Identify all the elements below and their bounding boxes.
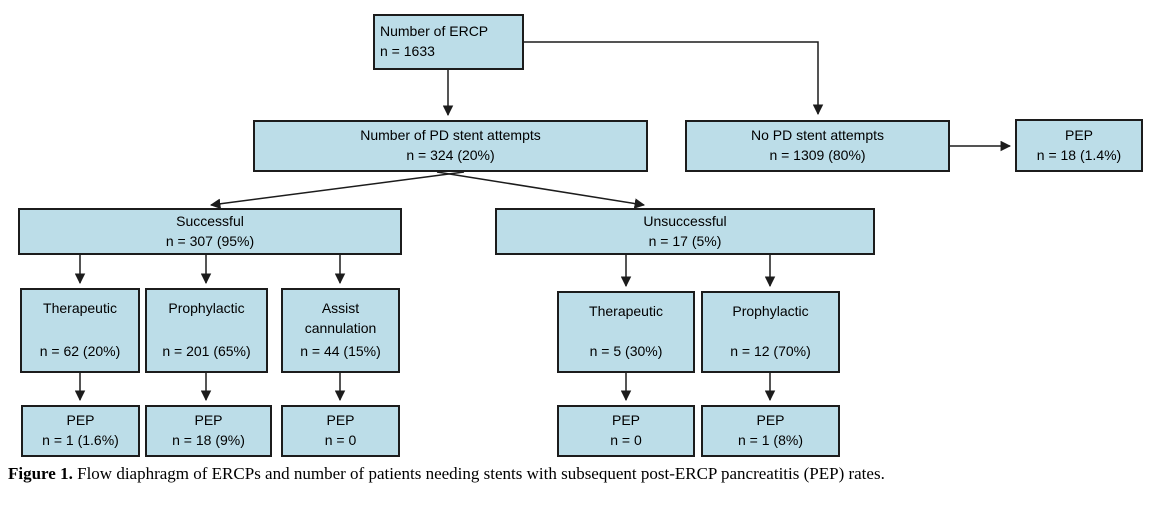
figure-caption-text: Flow diaphragm of ERCPs and number of pa…	[72, 464, 885, 483]
figure-caption-label: Figure 1.	[8, 464, 73, 483]
node-unsuccessful-therapeutic: Therapeutic n = 5 (30%)	[557, 291, 695, 373]
node-pep-unsuccessful-therapeutic: PEP n = 0	[557, 405, 695, 457]
node-value: n = 12 (70%)	[730, 343, 811, 360]
node-value: n = 5 (30%)	[589, 343, 663, 360]
node-label: Prophylactic	[732, 303, 809, 319]
node-pd-stent-attempts: Number of PD stent attempts n = 324 (20%…	[253, 120, 648, 172]
node-label: Unsuccessful	[643, 212, 727, 229]
node-value: n = 307 (95%)	[165, 232, 255, 249]
node-no-pd-stent-attempts: No PD stent attempts n = 1309 (80%)	[685, 120, 950, 172]
node-label: No PD stent attempts	[750, 127, 885, 144]
node-pep-unsuccessful-prophylactic: PEP n = 1 (8%)	[701, 405, 840, 457]
node-value: n = 0	[610, 432, 642, 448]
node-value: n = 1633	[380, 43, 435, 59]
arrow-lines	[74, 41, 1012, 402]
node-label: PEP	[611, 412, 640, 429]
node-successful-assist-cannulation: Assist cannulation n = 44 (15%)	[281, 288, 400, 373]
node-value: n = 62 (20%)	[39, 343, 121, 360]
figure-caption: Figure 1. Flow diaphragm of ERCPs and nu…	[8, 464, 885, 484]
node-value: n = 1309 (80%)	[769, 147, 866, 163]
node-successful: Successful n = 307 (95%)	[18, 208, 402, 255]
node-value: n = 1 (1.6%)	[42, 432, 119, 448]
node-pep-successful-prophylactic: PEP n = 18 (9%)	[145, 405, 272, 457]
node-label: PEP	[1064, 126, 1093, 143]
node-label: Prophylactic	[168, 300, 245, 316]
node-value: n = 44 (15%)	[300, 343, 381, 360]
node-value: n = 17 (5%)	[648, 232, 722, 249]
node-unsuccessful-prophylactic: Prophylactic n = 12 (70%)	[701, 291, 840, 373]
node-value: n = 18 (1.4%)	[1036, 146, 1122, 163]
node-successful-therapeutic: Therapeutic n = 62 (20%)	[20, 288, 140, 373]
node-label: PEP	[66, 412, 95, 429]
node-value: n = 201 (65%)	[162, 343, 251, 360]
node-successful-prophylactic: Prophylactic n = 201 (65%)	[145, 288, 268, 373]
node-label: PEP	[756, 412, 785, 429]
node-value: n = 0	[324, 432, 357, 448]
node-value: n = 324 (20%)	[406, 147, 495, 163]
node-pep-successful-assist: PEP n = 0	[281, 405, 400, 457]
node-label: Assist cannulation	[304, 300, 377, 336]
node-number-of-ercp: Number of ERCP n = 1633	[373, 14, 524, 70]
node-label: PEP	[326, 412, 355, 429]
node-value: n = 18 (9%)	[172, 432, 245, 448]
node-label: Number of PD stent attempts	[360, 127, 541, 144]
node-value: n = 1 (8%)	[738, 432, 803, 448]
node-pep-no-pd: PEP n = 18 (1.4%)	[1015, 119, 1143, 172]
node-label: Therapeutic	[589, 303, 663, 319]
node-label: Successful	[176, 212, 244, 229]
node-unsuccessful: Unsuccessful n = 17 (5%)	[495, 208, 875, 255]
node-label: Number of ERCP	[380, 23, 489, 40]
node-pep-successful-therapeutic: PEP n = 1 (1.6%)	[21, 405, 140, 457]
node-label: PEP	[194, 412, 223, 429]
node-label: Therapeutic	[43, 300, 117, 316]
